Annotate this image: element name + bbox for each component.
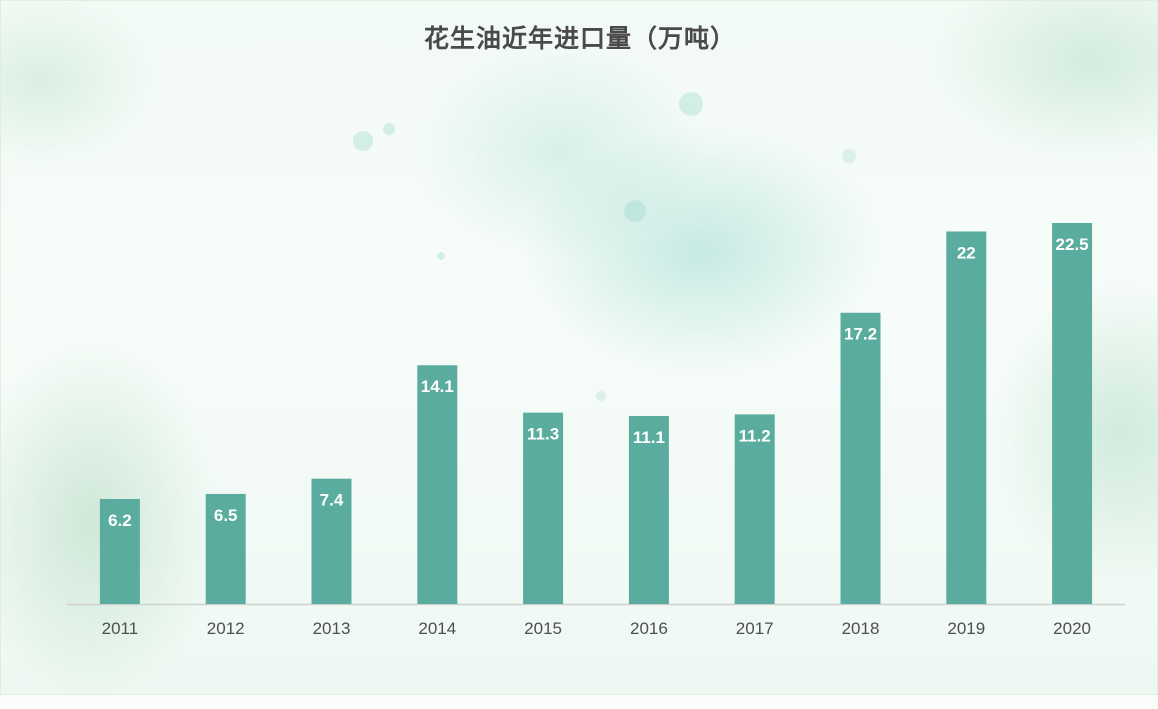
data-label-2013: 7.4 [320, 491, 344, 510]
x-tick-label-2011: 2011 [102, 619, 139, 638]
data-label-2015: 11.3 [527, 425, 559, 444]
bar-chart: 6.2 6.5 7.4 14.1 11.3 11.1 11.2 17.2 22 22.5 2011… [67, 92, 1125, 638]
bar-2017 [734, 414, 775, 604]
bar-2018 [840, 312, 881, 604]
x-tick-label-2019: 2019 [947, 619, 985, 638]
data-label-2019: 22 [957, 243, 976, 262]
x-tick-label-2016: 2016 [630, 619, 668, 638]
x-tick-label-2018: 2018 [842, 619, 880, 638]
bar-2020 [1052, 223, 1093, 604]
x-tick-label-2012: 2012 [207, 619, 245, 638]
x-tick-label-2017: 2017 [736, 619, 774, 638]
data-label-2020: 22.5 [1056, 235, 1089, 254]
x-tick-label-2020: 2020 [1053, 619, 1091, 638]
bar-2015 [523, 412, 564, 604]
bar-2019 [946, 231, 987, 604]
data-label-2014: 14.1 [421, 377, 454, 396]
x-tick-label-2013: 2013 [313, 619, 351, 638]
bar-2016 [628, 416, 669, 604]
data-label-2011: 6.2 [108, 511, 132, 530]
data-label-2016: 11.1 [633, 428, 665, 447]
data-label-2012: 6.5 [214, 506, 238, 525]
data-label-2017: 11.2 [739, 426, 771, 445]
x-tick-label-2015: 2015 [524, 619, 562, 638]
bar-2013 [311, 478, 352, 604]
bar-2014 [417, 365, 458, 604]
watercolor-decoration [353, 92, 856, 401]
data-label-2018: 17.2 [844, 325, 877, 344]
bar-2012 [205, 493, 246, 604]
bar-2011 [99, 499, 140, 604]
chart-title: 花生油近年进口量（万吨） [423, 24, 736, 53]
x-tick-label-2014: 2014 [418, 619, 456, 638]
